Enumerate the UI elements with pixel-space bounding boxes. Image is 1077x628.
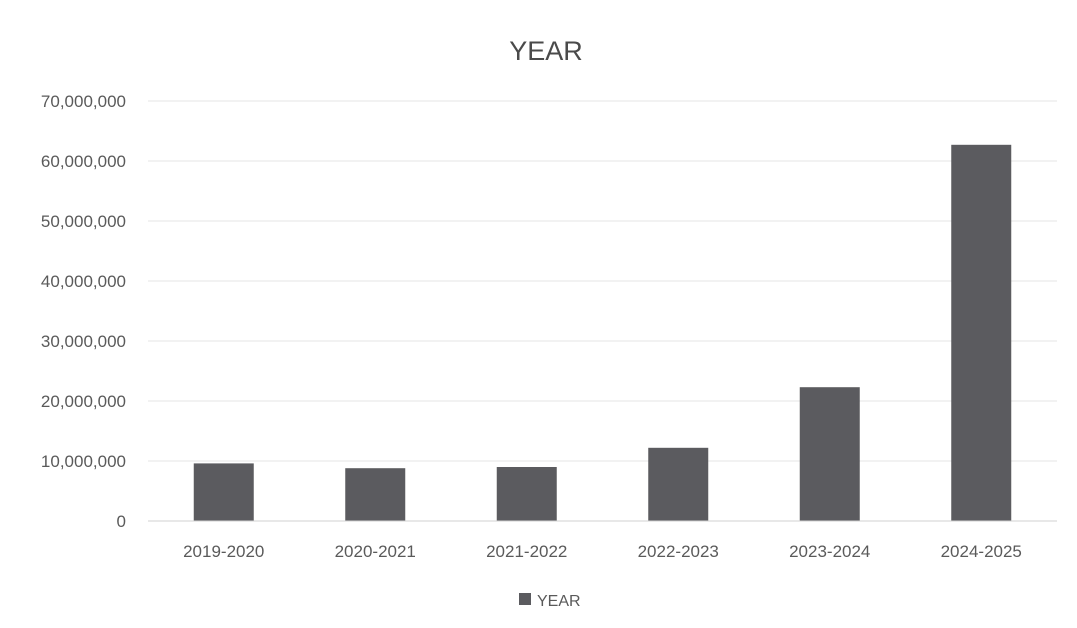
x-tick-label: 2023-2024 [789,542,870,561]
bar-2024-2025 [951,144,1012,522]
y-tick-label: 40,000,000 [41,272,126,291]
legend-swatch-year [519,593,531,605]
y-tick-label: 0 [117,512,126,531]
bars [193,144,1012,522]
y-tick-label: 30,000,000 [41,332,126,351]
bar-2020-2021 [345,468,406,521]
y-tick-label: 60,000,000 [41,152,126,171]
y-tick-label: 70,000,000 [41,92,126,111]
x-tick-label: 2021-2022 [486,542,567,561]
y-axis-tick-labels: 0 10,000,000 20,000,000 30,000,000 40,000,00… [41,92,126,531]
legend: YEAR [519,593,581,610]
x-tick-label: 2020-2021 [335,542,416,561]
y-tick-label: 10,000,000 [41,452,126,471]
legend-label-year: YEAR [537,593,581,610]
y-tick-label: 50,000,000 [41,212,126,231]
x-tick-label: 2024-2025 [941,542,1022,561]
chart-title: YEAR [509,36,583,66]
x-axis-tick-labels: 2019-2020 2020-2021 2021-2022 2022-2023 2023… [183,542,1022,561]
x-tick-label: 2019-2020 [183,542,264,561]
bar-2019-2020 [193,463,254,521]
bar-2022-2023 [648,447,709,521]
y-tick-label: 20,000,000 [41,392,126,411]
gridlines [148,100,1057,462]
bar-2021-2022 [496,467,557,521]
x-tick-label: 2022-2023 [638,542,719,561]
bar-2023-2024 [799,387,860,521]
